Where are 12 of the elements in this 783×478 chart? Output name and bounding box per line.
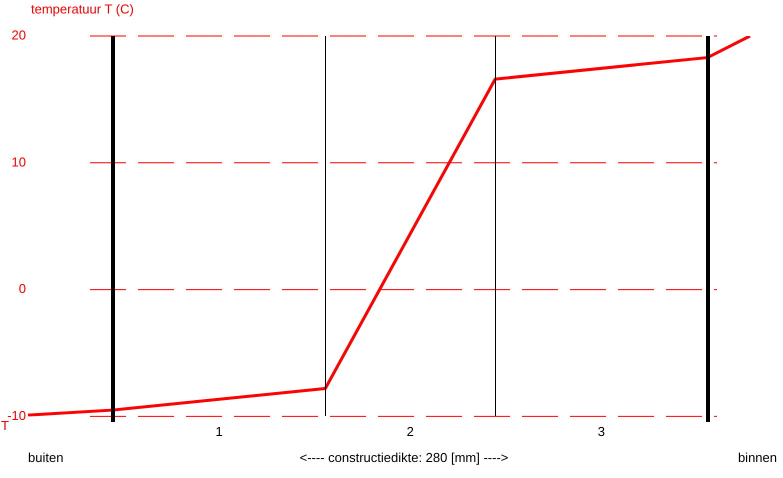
y-tick-label: 20 bbox=[12, 28, 26, 43]
x-tick-label: 3 bbox=[598, 424, 605, 439]
x-axis-title: <---- constructiedikte: 280 [mm] ----> bbox=[300, 450, 508, 465]
text: binnen bbox=[738, 450, 777, 465]
x-tick-label: 1 bbox=[216, 424, 223, 439]
y-axis-title: temperatuur T (C) bbox=[31, 2, 134, 17]
x-tick-label: 2 bbox=[406, 424, 414, 439]
y-tick-label: 0 bbox=[18, 281, 26, 296]
y-tick-label: -10 bbox=[7, 408, 26, 423]
y-tick-label: 10 bbox=[12, 154, 26, 170]
text: buiten bbox=[28, 450, 64, 465]
text: T bbox=[1, 418, 9, 433]
